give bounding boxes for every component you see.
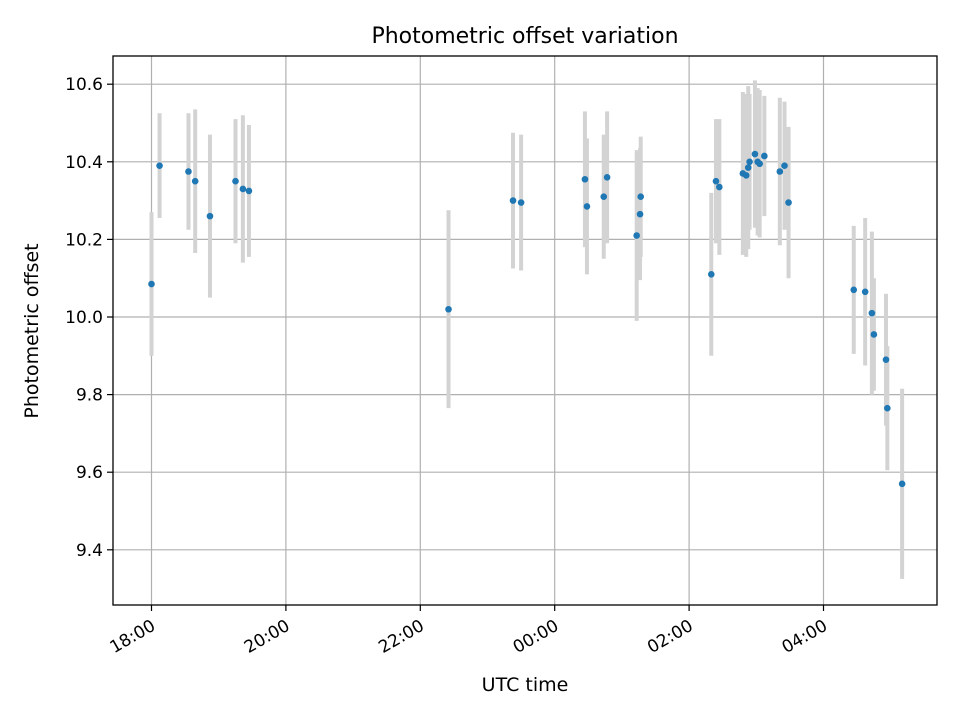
x-tick-label: 18:00 — [107, 616, 159, 658]
data-point — [785, 199, 792, 206]
data-point — [776, 168, 784, 175]
data-point — [185, 168, 192, 175]
data-point — [583, 203, 591, 210]
y-tick-label: 9.4 — [76, 541, 103, 561]
x-tick-label: 20:00 — [241, 616, 293, 658]
data-points — [148, 150, 906, 488]
data-point — [898, 480, 906, 488]
data-point — [781, 162, 788, 169]
data-point — [191, 177, 199, 185]
data-point — [633, 232, 640, 239]
y-tick-label: 10.6 — [65, 75, 103, 95]
data-point — [517, 199, 525, 206]
x-tick-label: 04:00 — [779, 616, 831, 658]
data-point — [445, 305, 452, 313]
x-tick-label: 22:00 — [375, 616, 427, 658]
y-tick-label: 10.0 — [65, 308, 103, 328]
y-axis-label: Photometric offset — [21, 243, 43, 418]
data-point — [245, 187, 253, 195]
y-tick-label: 10.4 — [65, 153, 103, 173]
data-point — [716, 183, 723, 191]
data-point — [600, 193, 608, 201]
data-point — [751, 150, 759, 158]
data-point — [870, 331, 878, 338]
data-point — [156, 162, 163, 169]
data-point — [746, 158, 753, 166]
x-axis-label: UTC time — [482, 674, 569, 696]
chart-title: Photometric offset variation — [371, 24, 678, 49]
x-axis-ticks: 18:00 20:00 22:00 00:00 02:00 04:00 — [107, 605, 831, 658]
data-point — [756, 160, 763, 168]
error-bars — [149, 80, 905, 579]
data-point — [707, 271, 715, 278]
data-point — [637, 193, 645, 201]
data-point — [206, 212, 214, 220]
data-point — [239, 185, 247, 193]
data-point — [744, 164, 752, 171]
data-point — [761, 152, 768, 160]
y-tick-label: 9.6 — [76, 463, 103, 483]
data-point — [882, 356, 890, 363]
data-point — [636, 210, 644, 218]
x-tick-label: 00:00 — [510, 616, 562, 658]
data-point — [868, 309, 876, 317]
data-point — [861, 288, 869, 296]
data-point — [884, 404, 891, 412]
data-point — [148, 280, 155, 288]
data-point — [232, 177, 239, 185]
data-point — [603, 174, 611, 181]
y-axis-ticks: 9.4 9.6 9.8 10.0 10.2 10.4 10.6 — [65, 75, 113, 561]
x-tick-label: 02:00 — [644, 616, 696, 658]
data-point — [742, 172, 750, 179]
data-point — [509, 197, 517, 204]
plot-area-frame — [112, 55, 938, 606]
data-point — [581, 175, 589, 183]
y-tick-label: 10.2 — [65, 230, 103, 250]
data-point — [850, 286, 858, 294]
y-tick-label: 9.8 — [76, 386, 103, 406]
data-point — [712, 177, 720, 185]
